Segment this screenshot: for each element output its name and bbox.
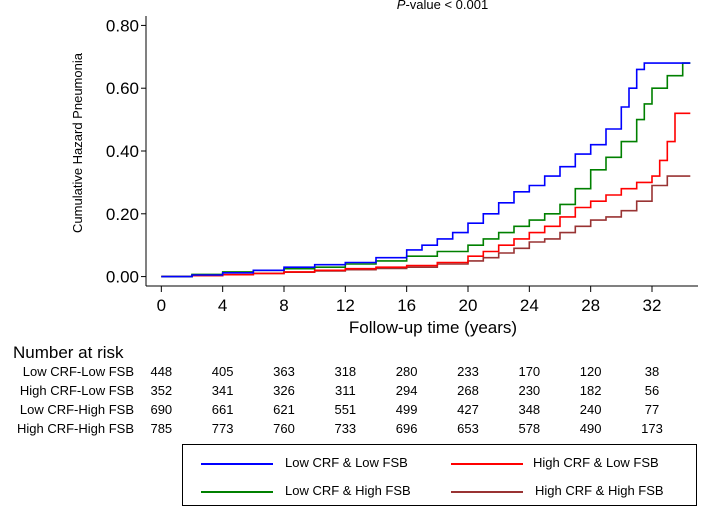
x-tick-label: 12 (336, 296, 355, 315)
chart-subtitle: P-value < 0.001 (0, 0, 709, 12)
x-tick-label: 24 (520, 296, 539, 315)
risk-count: 326 (273, 383, 295, 398)
risk-row-label: Low CRF-High FSB (19, 402, 134, 417)
risk-count: 56 (644, 383, 660, 398)
risk-count: 233 (457, 364, 479, 379)
risk-count: 696 (395, 421, 418, 436)
legend-swatch (451, 491, 523, 493)
risk-count: 280 (395, 364, 418, 379)
risk-table-title: Number at risk (13, 343, 124, 362)
risk-count: 690 (150, 402, 173, 417)
x-tick-label: 32 (643, 296, 662, 315)
cumulative-hazard-chart: 0.00 0.20 0.40 0.60 0.80 0 4 8 12 16 20 24 28 32 Follo… (70, 16, 698, 337)
risk-count: 77 (644, 402, 660, 417)
risk-row-label: High CRF-Low FSB (19, 383, 134, 398)
risk-count: 341 (211, 383, 234, 398)
x-tick-label: 0 (157, 296, 166, 315)
risk-count: 773 (211, 421, 234, 436)
risk-count: 120 (579, 364, 602, 379)
risk-count: 653 (457, 421, 479, 436)
risk-count: 348 (518, 402, 541, 417)
legend-swatch (201, 491, 273, 493)
risk-row-label: High CRF-High FSB (16, 421, 134, 436)
x-tick-label: 28 (581, 296, 600, 315)
risk-count: 427 (457, 402, 479, 417)
x-axis-label: Follow-up time (years) (349, 318, 517, 337)
legend: Low CRF & Low FSB High CRF & Low FSB Low… (182, 444, 697, 506)
legend-swatch (201, 463, 273, 465)
x-tick-label: 20 (459, 296, 478, 315)
y-tick-label: 0.20 (106, 205, 139, 224)
p-value-text: -value < 0.001 (405, 0, 489, 12)
risk-count: 230 (518, 383, 541, 398)
risk-count: 38 (644, 364, 660, 379)
risk-count: 578 (518, 421, 541, 436)
series-line-low-crf-high-fsb (161, 62, 691, 278)
legend-label: High CRF & High FSB (535, 483, 664, 498)
p-symbol: P (396, 0, 406, 12)
risk-row-label: Low CRF-Low FSB (22, 364, 134, 379)
risk-count: 268 (457, 383, 479, 398)
risk-count: 785 (150, 421, 173, 436)
risk-count: 760 (273, 421, 295, 436)
risk-count: 448 (150, 364, 173, 379)
y-tick-label: 0.60 (106, 79, 139, 98)
risk-count: 240 (579, 402, 602, 417)
risk-count: 170 (518, 364, 541, 379)
legend-label: Low CRF & High FSB (285, 483, 411, 498)
y-tick-label: 0.40 (106, 142, 139, 161)
y-axis-label: Cumulative Hazard Pneumonia (70, 52, 85, 233)
legend-swatch (451, 463, 523, 465)
risk-count: 621 (273, 402, 295, 417)
series-line-high-crf-low-fsb (161, 112, 691, 278)
risk-count: 363 (273, 364, 295, 379)
risk-count: 733 (334, 421, 357, 436)
risk-count: 405 (211, 364, 234, 379)
series-line-low-crf-low-fsb (161, 62, 691, 278)
y-tick-label: 0.00 (106, 268, 139, 287)
risk-count: 294 (395, 383, 418, 398)
legend-label: Low CRF & Low FSB (285, 455, 408, 470)
risk-count: 499 (395, 402, 418, 417)
risk-count: 661 (211, 402, 234, 417)
x-tick-label: 16 (397, 296, 416, 315)
y-tick-label: 0.80 (106, 16, 139, 35)
risk-count: 318 (334, 364, 357, 379)
x-tick-label: 4 (218, 296, 227, 315)
risk-count: 352 (150, 383, 173, 398)
legend-label: High CRF & Low FSB (533, 455, 659, 470)
x-tick-label: 8 (279, 296, 288, 315)
risk-count: 182 (579, 383, 602, 398)
risk-count: 311 (334, 383, 356, 398)
risk-count: 551 (334, 402, 357, 417)
risk-count: 173 (641, 421, 663, 436)
series-line-high-crf-high-fsb (161, 175, 691, 278)
risk-count: 490 (579, 421, 602, 436)
